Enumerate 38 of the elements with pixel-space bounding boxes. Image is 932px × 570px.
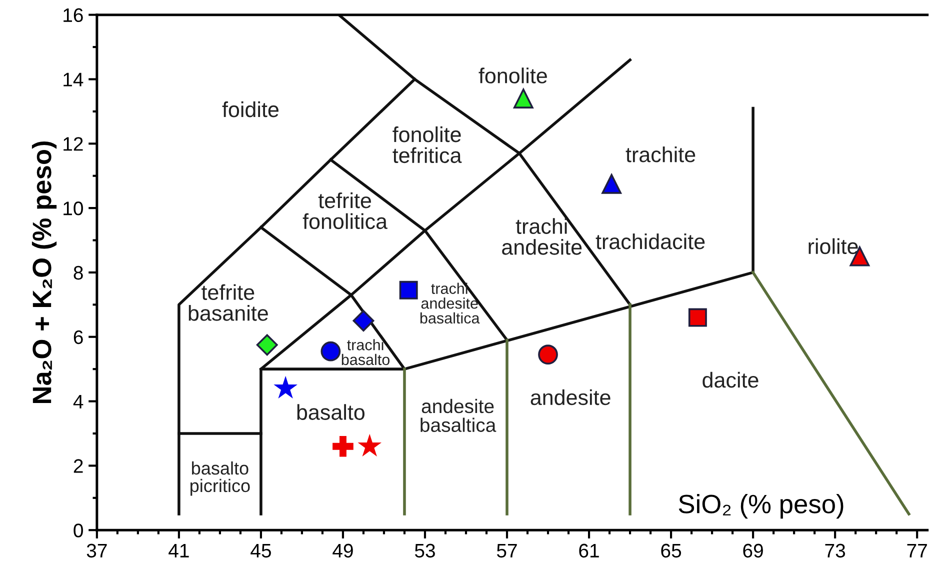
x-tick-label: 57 xyxy=(496,544,517,558)
annotation: trachi andesite basaltica xyxy=(420,282,480,324)
x-tick-label: 65 xyxy=(661,544,682,558)
annotation: trachi andesite xyxy=(502,218,582,255)
y-tick-label: 12 xyxy=(64,137,83,151)
y-tick-label: 10 xyxy=(64,202,83,216)
x-tick-label: 69 xyxy=(743,544,763,558)
annotation: tefrite fonolitica xyxy=(302,192,388,230)
y-tick-label: 14 xyxy=(64,72,84,86)
annotation: basalto xyxy=(297,404,364,420)
y-tick-label: 2 xyxy=(74,459,83,473)
annotation: foidite xyxy=(222,101,278,118)
x-tick-label: 41 xyxy=(168,544,189,558)
annotation: tefrite basanite xyxy=(188,284,268,321)
x-tick-label: 73 xyxy=(825,544,846,558)
x-axis-title: SiO₂ (% peso) xyxy=(678,494,844,519)
annotation: fonolite xyxy=(478,68,547,84)
annotation: trachidacite xyxy=(596,233,705,250)
annotation: basalto picritico xyxy=(190,461,250,496)
x-tick-label: 45 xyxy=(250,544,271,558)
annotation: andesite xyxy=(530,389,610,406)
y-tick-label: 8 xyxy=(74,266,83,280)
y-tick-label: 0 xyxy=(74,524,83,538)
annotation: riolite xyxy=(808,238,858,254)
x-tick-label: 53 xyxy=(414,544,435,558)
x-tick-label: 77 xyxy=(907,544,927,558)
annotation: trachite xyxy=(626,146,696,162)
y-tick-label: 16 xyxy=(64,8,83,22)
x-tick-label: 37 xyxy=(86,544,107,558)
annotation: trachi basalto xyxy=(342,339,390,366)
y-axis-title: Na₂O + K₂O (% peso) xyxy=(32,141,57,404)
annotation: andesite basaltica xyxy=(420,398,496,432)
y-tick-label: 6 xyxy=(74,330,83,344)
annotation: dacite xyxy=(702,372,758,388)
annotation: fonolite tefritica xyxy=(392,126,462,164)
x-tick-label: 49 xyxy=(332,544,353,558)
y-tick-label: 4 xyxy=(73,394,84,408)
x-tick-label: 61 xyxy=(579,544,599,558)
